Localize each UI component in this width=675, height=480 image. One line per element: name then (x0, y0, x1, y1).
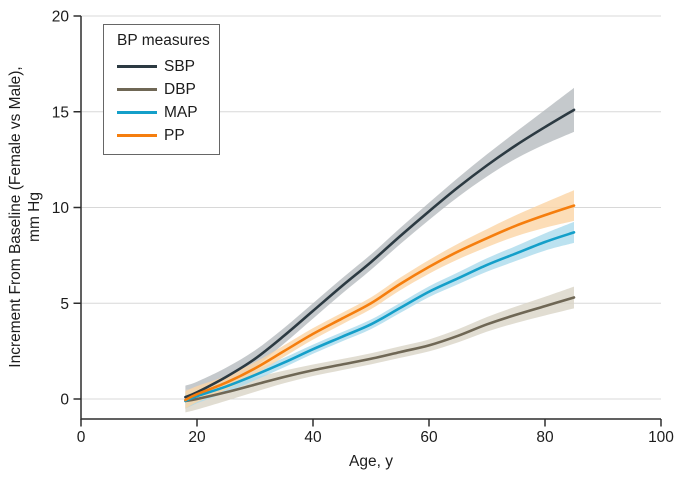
legend-items: SBP DBP MAP PP (117, 55, 219, 147)
confidence-bands (185, 87, 574, 413)
band-DBP (185, 286, 574, 413)
y-axis-title: Increment From Baseline (Female vs Male)… (7, 66, 43, 367)
legend-item-SBP: SBP (117, 55, 219, 78)
legend-item-PP: PP (117, 124, 219, 147)
line-PP (184, 204, 576, 402)
legend-box: BP measures SBP DBP MAP PP (103, 24, 220, 155)
line-MAP (184, 231, 576, 403)
line-SBP (184, 108, 576, 399)
x-tick-label-40: 40 (304, 429, 322, 446)
legend-item-DBP: DBP (117, 78, 219, 101)
legend-label-SBP: SBP (164, 57, 196, 75)
legend-swatch-PP (117, 134, 157, 137)
legend-title: BP measures (117, 32, 210, 49)
series-lines (184, 108, 576, 403)
legend-label-MAP: MAP (164, 103, 198, 121)
y-tick-label-5: 5 (60, 296, 69, 313)
y-tick-label-15: 15 (52, 104, 69, 121)
x-tick-label-0: 0 (77, 429, 86, 446)
tick-labels: 0 5 10 15 20 0 20 40 60 80 100 (52, 9, 675, 447)
y-tick-label-0: 0 (60, 392, 69, 409)
line-DBP (184, 296, 576, 403)
x-tick-label-20: 20 (188, 429, 206, 446)
y-tick-label-10: 10 (52, 200, 70, 217)
x-tick-label-60: 60 (420, 429, 438, 446)
legend-item-MAP: MAP (117, 101, 219, 124)
y-axis-title-line2: mm Hg (26, 192, 43, 242)
y-tick-label-20: 20 (52, 9, 70, 26)
y-axis-title-line1: Increment From Baseline (Female vs Male)… (7, 66, 24, 367)
x-tick-label-80: 80 (536, 429, 554, 446)
axes (73, 15, 662, 427)
x-axis-title: Age, y (349, 453, 393, 470)
band-SBP (185, 87, 574, 409)
legend-swatch-DBP (117, 88, 157, 91)
legend-swatch-SBP (117, 65, 157, 68)
legend-swatch-MAP (117, 111, 157, 114)
x-tick-label-100: 100 (648, 429, 674, 446)
legend-label-DBP: DBP (164, 80, 196, 98)
band-PP (185, 190, 574, 409)
legend-label-PP: PP (164, 126, 185, 144)
